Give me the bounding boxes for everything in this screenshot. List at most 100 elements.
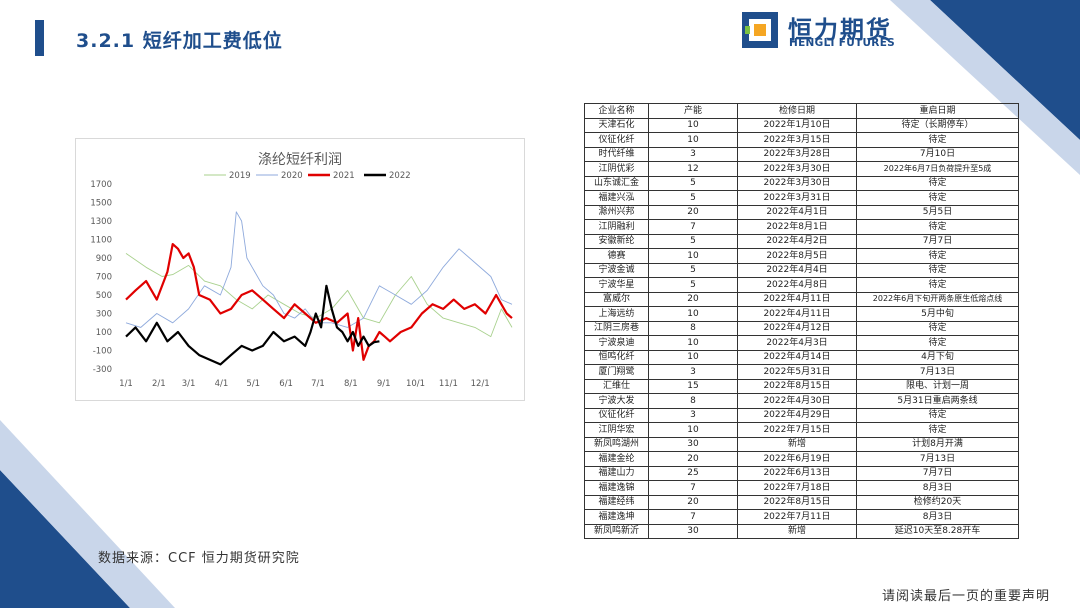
table-cell: 待定 — [856, 175, 1019, 191]
table-cell: 2022年4月11日 — [737, 291, 857, 307]
table-cell: 时代纤维 — [584, 146, 649, 162]
table-cell: 新增 — [737, 436, 857, 452]
table-cell: 新增 — [737, 523, 857, 539]
chart-title: 涤纶短纤利润 — [258, 152, 342, 168]
table-cell: 宁波金诚 — [584, 262, 649, 278]
table-cell: 5月中旬 — [856, 306, 1019, 322]
table-row: 天津石化 10 2022年1月10日 待定（长期停车） — [584, 117, 1019, 133]
table-cell: 2022年6月19日 — [737, 451, 857, 467]
table-cell: 4月下旬 — [856, 349, 1019, 365]
table-header-cell: 产能 — [648, 103, 738, 119]
table-cell: 5 — [648, 277, 738, 293]
table-cell: 2022年7月11日 — [737, 509, 857, 525]
table-cell: 10 — [648, 117, 738, 133]
table-cell: 2022年7月15日 — [737, 422, 857, 438]
table-cell: 10 — [648, 248, 738, 264]
table-cell: 7 — [648, 480, 738, 496]
table-cell: 2022年4月8日 — [737, 277, 857, 293]
table-cell: 待定 — [856, 320, 1019, 336]
logo-text-en: HENGLI FUTURES — [789, 37, 896, 49]
table-row: 恒鸣化纤 10 2022年4月14日 4月下旬 — [584, 349, 1019, 365]
x-tick-label: 5/1 — [246, 379, 260, 389]
table-cell: 2022年4月29日 — [737, 407, 857, 423]
table-row: 福建经纬 20 2022年8月15日 检修约20天 — [584, 494, 1019, 510]
table-header-cell: 企业名称 — [584, 103, 649, 119]
y-tick-label: 300 — [96, 310, 112, 320]
table-row: 福建山力 25 2022年6月13日 7月7日 — [584, 465, 1019, 481]
table-row: 安徽新纶 5 2022年4月2日 7月7日 — [584, 233, 1019, 249]
table-cell: 2022年4月1日 — [737, 204, 857, 220]
table-cell: 2022年4月11日 — [737, 306, 857, 322]
table-cell: 2022年1月10日 — [737, 117, 857, 133]
x-tick-label: 9/1 — [377, 379, 391, 389]
table-row: 德赛 10 2022年8月5日 待定 — [584, 248, 1019, 264]
x-tick-label: 8/1 — [344, 379, 358, 389]
table-cell: 2022年8月5日 — [737, 248, 857, 264]
series-line-2022 — [125, 284, 380, 366]
table-cell: 7月7日 — [856, 233, 1019, 249]
table-row: 山东诚汇金 5 2022年3月30日 待定 — [584, 175, 1019, 191]
profit-chart: 涤纶短纤利润 2019 2020 2021 2022 1700 1500 1300 1100 90… — [75, 138, 525, 401]
table-cell: 10 — [648, 306, 738, 322]
table-cell: 7月13日 — [856, 364, 1019, 380]
table-row: 时代纤维 3 2022年3月28日 7月10日 — [584, 146, 1019, 162]
logo-text-cn: 恒力期货 — [788, 16, 892, 44]
table-row: 新凤鸣新沂 30 新增 延迟10天至8.28开车 — [584, 523, 1019, 539]
table-cell: 宁波大发 — [584, 393, 649, 409]
table-cell: 5 — [648, 262, 738, 278]
table-cell: 恒鸣化纤 — [584, 349, 649, 365]
chart-svg: 涤纶短纤利润 2019 2020 2021 2022 1700 1500 1300 1100 90… — [90, 152, 513, 389]
x-tick-label: 4/1 — [215, 379, 229, 389]
table-cell: 待定 — [856, 132, 1019, 148]
table-row: 江阴华宏 10 2022年7月15日 待定 — [584, 422, 1019, 438]
table-cell: 2022年6月13日 — [737, 465, 857, 481]
table-cell: 15 — [648, 378, 738, 394]
table-cell: 10 — [648, 132, 738, 148]
y-tick-label: -100 — [93, 347, 112, 357]
table-cell: 30 — [648, 436, 738, 452]
table-row: 仪征化纤 10 2022年3月15日 待定 — [584, 132, 1019, 148]
table-cell: 江阴华宏 — [584, 422, 649, 438]
table-cell: 山东诚汇金 — [584, 175, 649, 191]
y-tick-label: 500 — [96, 291, 112, 301]
table-cell: 12 — [648, 161, 738, 177]
table-row: 宁波华星 5 2022年4月8日 待定 — [584, 277, 1019, 293]
table-cell: 20 — [648, 204, 738, 220]
table-cell: 待定 — [856, 422, 1019, 438]
table-cell: 福建逸坤 — [584, 509, 649, 525]
y-tick-label: 1100 — [90, 236, 112, 246]
legend-label: 2019 — [229, 171, 251, 181]
table-cell: 8月3日 — [856, 480, 1019, 496]
maintenance-table: 企业名称 产能 检修日期 重启日期 天津石化 10 2022年1月10日 待定（长期停车）仪… — [584, 103, 1019, 539]
y-tick-label: 1700 — [90, 180, 112, 190]
legend-label: 2021 — [333, 171, 355, 181]
table-cell: 德赛 — [584, 248, 649, 264]
table-cell: 3 — [648, 146, 738, 162]
table-cell: 10 — [648, 349, 738, 365]
y-tick-label: -300 — [93, 365, 112, 375]
table-cell: 天津石化 — [584, 117, 649, 133]
table-cell: 江阴融利 — [584, 219, 649, 235]
table-cell: 3 — [648, 407, 738, 423]
x-tick-label: 6/1 — [279, 379, 293, 389]
table-cell: 2022年4月14日 — [737, 349, 857, 365]
table-cell: 5 — [648, 175, 738, 191]
table-cell: 2022年7月18日 — [737, 480, 857, 496]
table-cell: 2022年8月15日 — [737, 378, 857, 394]
table-row: 福建逸锦 7 2022年7月18日 8月3日 — [584, 480, 1019, 496]
table-cell: 待定 — [856, 248, 1019, 264]
table-row: 宁波泉迪 10 2022年4月3日 待定 — [584, 335, 1019, 351]
table-cell: 滁州兴邦 — [584, 204, 649, 220]
table-header-cell: 重启日期 — [856, 103, 1019, 119]
table-cell: 安徽新纶 — [584, 233, 649, 249]
table-cell: 限电、计划一周 — [856, 378, 1019, 394]
disclaimer-note: 请阅读最后一页的重要声明 — [882, 589, 1051, 604]
table-cell: 2022年3月30日 — [737, 175, 857, 191]
legend-label: 2022 — [389, 171, 411, 181]
table-header-row: 企业名称 产能 检修日期 重启日期 — [584, 103, 1019, 119]
table-cell: 延迟10天至8.28开车 — [856, 523, 1019, 539]
table-cell: 江阴优彩 — [584, 161, 649, 177]
table-cell: 2022年4月2日 — [737, 233, 857, 249]
series-line-2021 — [125, 242, 513, 361]
table-cell: 2022年8月1日 — [737, 219, 857, 235]
